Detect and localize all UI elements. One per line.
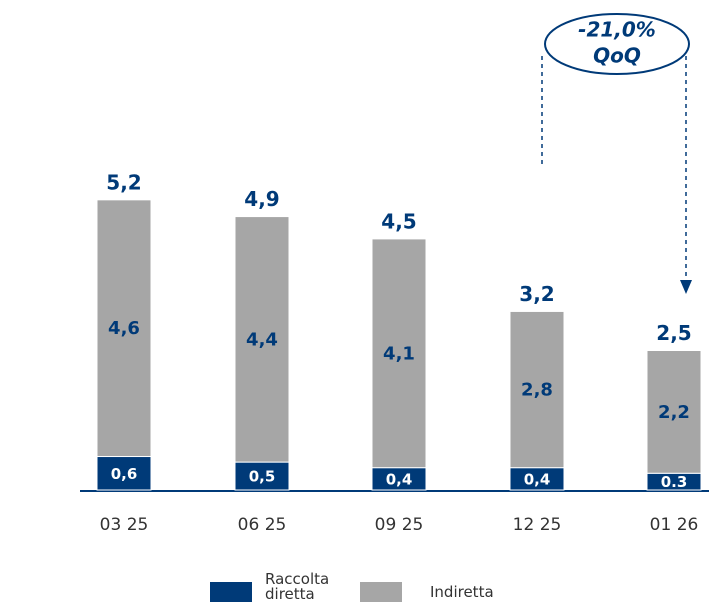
bar-segment (509, 310, 565, 469)
legend-label: Raccolta diretta (265, 570, 330, 603)
legend-label: Indiretta (430, 583, 494, 601)
x-tick-label: 01 26 (650, 515, 699, 535)
data-label: 0,4 (386, 470, 413, 488)
total-label: 5,2 (106, 170, 141, 194)
total-label: 2,5 (656, 321, 691, 345)
data-label: 4,6 (108, 318, 140, 339)
x-tick-label: 03 25 (100, 515, 149, 535)
x-tick-label: 12 25 (513, 515, 562, 535)
legend-swatch (360, 582, 402, 602)
total-label: 3,2 (519, 282, 554, 306)
data-label: 0,5 (249, 468, 276, 486)
x-tick-label: 09 25 (375, 515, 424, 535)
x-tick-label: 06 25 (238, 515, 287, 535)
bar-segment (96, 199, 152, 458)
total-label: 4,9 (244, 187, 279, 211)
data-label: 4,4 (246, 329, 278, 350)
bar-segment (96, 456, 152, 491)
legend-swatch (210, 582, 252, 602)
data-label: 0,6 (111, 465, 138, 483)
data-label: 2,8 (521, 380, 553, 401)
data-label: 0,4 (524, 470, 551, 488)
annotation-ellipse (544, 13, 690, 75)
annotation-text: QoQ (593, 44, 641, 68)
data-label: 0.3 (661, 473, 688, 491)
annotation-arrow (680, 280, 692, 294)
annotation-text: -21,0% (578, 18, 656, 42)
total-label: 4,5 (381, 209, 416, 233)
bar-segment (234, 216, 290, 463)
bar-segment (371, 238, 427, 469)
data-label: 4,1 (383, 343, 415, 364)
bar-segment (646, 350, 702, 474)
data-label: 2,2 (658, 402, 690, 423)
